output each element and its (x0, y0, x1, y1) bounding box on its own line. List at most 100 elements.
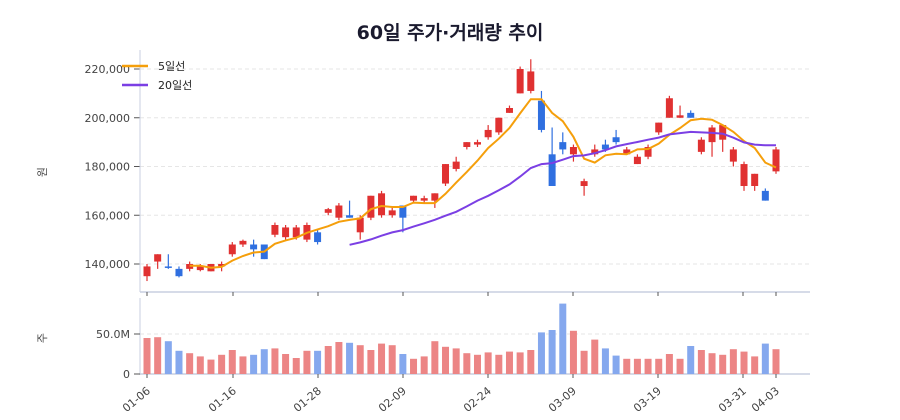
candle (452, 156, 460, 172)
candle (175, 266, 183, 278)
volume-bar (399, 354, 407, 374)
volume-bar (196, 356, 204, 374)
volume-bar (655, 358, 663, 374)
candle (591, 144, 599, 157)
volume-bar (473, 354, 481, 374)
candle (154, 254, 162, 269)
volume-bar (335, 342, 343, 374)
candle (665, 95, 673, 118)
volume-bar (154, 337, 162, 374)
candle (346, 200, 354, 218)
candle (505, 105, 513, 113)
volume-bar (356, 345, 364, 374)
volume-axis-label: 주 (36, 333, 49, 343)
date-tick: 02-09 (376, 384, 409, 415)
volume-bar (676, 358, 684, 374)
candle (228, 242, 236, 257)
volume-bar (314, 350, 322, 374)
volume-bar (271, 348, 279, 374)
volume-tick: 0 (123, 368, 130, 381)
candle (239, 239, 247, 247)
candle (548, 127, 556, 186)
candle (282, 225, 290, 240)
date-tick: 02-24 (461, 384, 494, 415)
candle (537, 90, 545, 133)
volume-bar (580, 350, 588, 374)
volume-bar (388, 345, 396, 374)
volume-bar (644, 358, 652, 374)
date-tick: 01-16 (206, 384, 239, 415)
date-tick: 01-06 (120, 384, 153, 415)
candle (697, 137, 705, 155)
candle (772, 147, 780, 174)
candle (324, 207, 332, 216)
volume-bar (601, 348, 609, 374)
candle (473, 139, 481, 147)
candle (335, 203, 343, 221)
candle (271, 222, 279, 238)
candle (399, 205, 407, 233)
volume-bar (186, 353, 194, 374)
price-tick: 160,000 (85, 209, 131, 222)
chart-title: 60일 주가·거래량 추이 (356, 22, 544, 44)
candle (761, 188, 769, 201)
volume-bar (260, 349, 268, 374)
volume-bar (452, 348, 460, 374)
volume-bar (729, 349, 737, 374)
candle (676, 105, 684, 118)
volume-bar (495, 354, 503, 374)
volume-bar (751, 356, 759, 374)
candle (580, 178, 588, 196)
candle (463, 142, 471, 150)
candle (484, 125, 492, 140)
volume-bar (548, 330, 556, 374)
volume-bar (591, 339, 599, 374)
volume-bar (697, 350, 705, 374)
candle (431, 193, 439, 208)
volume-bar (410, 358, 418, 374)
candle (644, 144, 652, 160)
candle (367, 195, 375, 221)
volume-bar (143, 338, 151, 374)
volume-tick: 50.0M (96, 328, 130, 341)
price-tick: 200,000 (85, 112, 131, 125)
candle (751, 173, 759, 191)
candle (623, 147, 631, 155)
volume-bar (505, 351, 513, 374)
volume-bar (420, 356, 428, 374)
date-tick: 03-19 (631, 384, 664, 415)
volume-bar (537, 332, 545, 374)
volume-bar (612, 355, 620, 374)
candle (250, 239, 258, 257)
candle (655, 122, 663, 135)
date-tick: 03-31 (716, 384, 749, 415)
volume-bar (207, 359, 215, 374)
volume-bar (463, 353, 471, 374)
volume-bar (250, 354, 258, 374)
candle (143, 264, 151, 282)
volume-bar (559, 303, 567, 374)
candle (729, 147, 737, 167)
volume-bar (303, 350, 311, 374)
candle (420, 195, 428, 204)
volume-bar (367, 350, 375, 374)
legend-label: 5일선 (158, 59, 185, 73)
volume-bar (687, 346, 695, 374)
price-axis-label: 원 (36, 167, 49, 177)
candle (708, 125, 716, 157)
candle (612, 129, 620, 145)
volume-bar (516, 352, 524, 374)
volume-bar (324, 346, 332, 374)
ma5-line (189, 98, 777, 269)
volume-bar (431, 341, 439, 374)
candle (527, 59, 535, 94)
candle (740, 161, 748, 191)
candle (516, 66, 524, 94)
volume-bar (378, 343, 386, 374)
candle (442, 164, 450, 186)
candle (559, 132, 567, 155)
volume-bar (665, 354, 673, 374)
date-tick: 03-09 (546, 384, 579, 415)
volume-bar (228, 350, 236, 374)
